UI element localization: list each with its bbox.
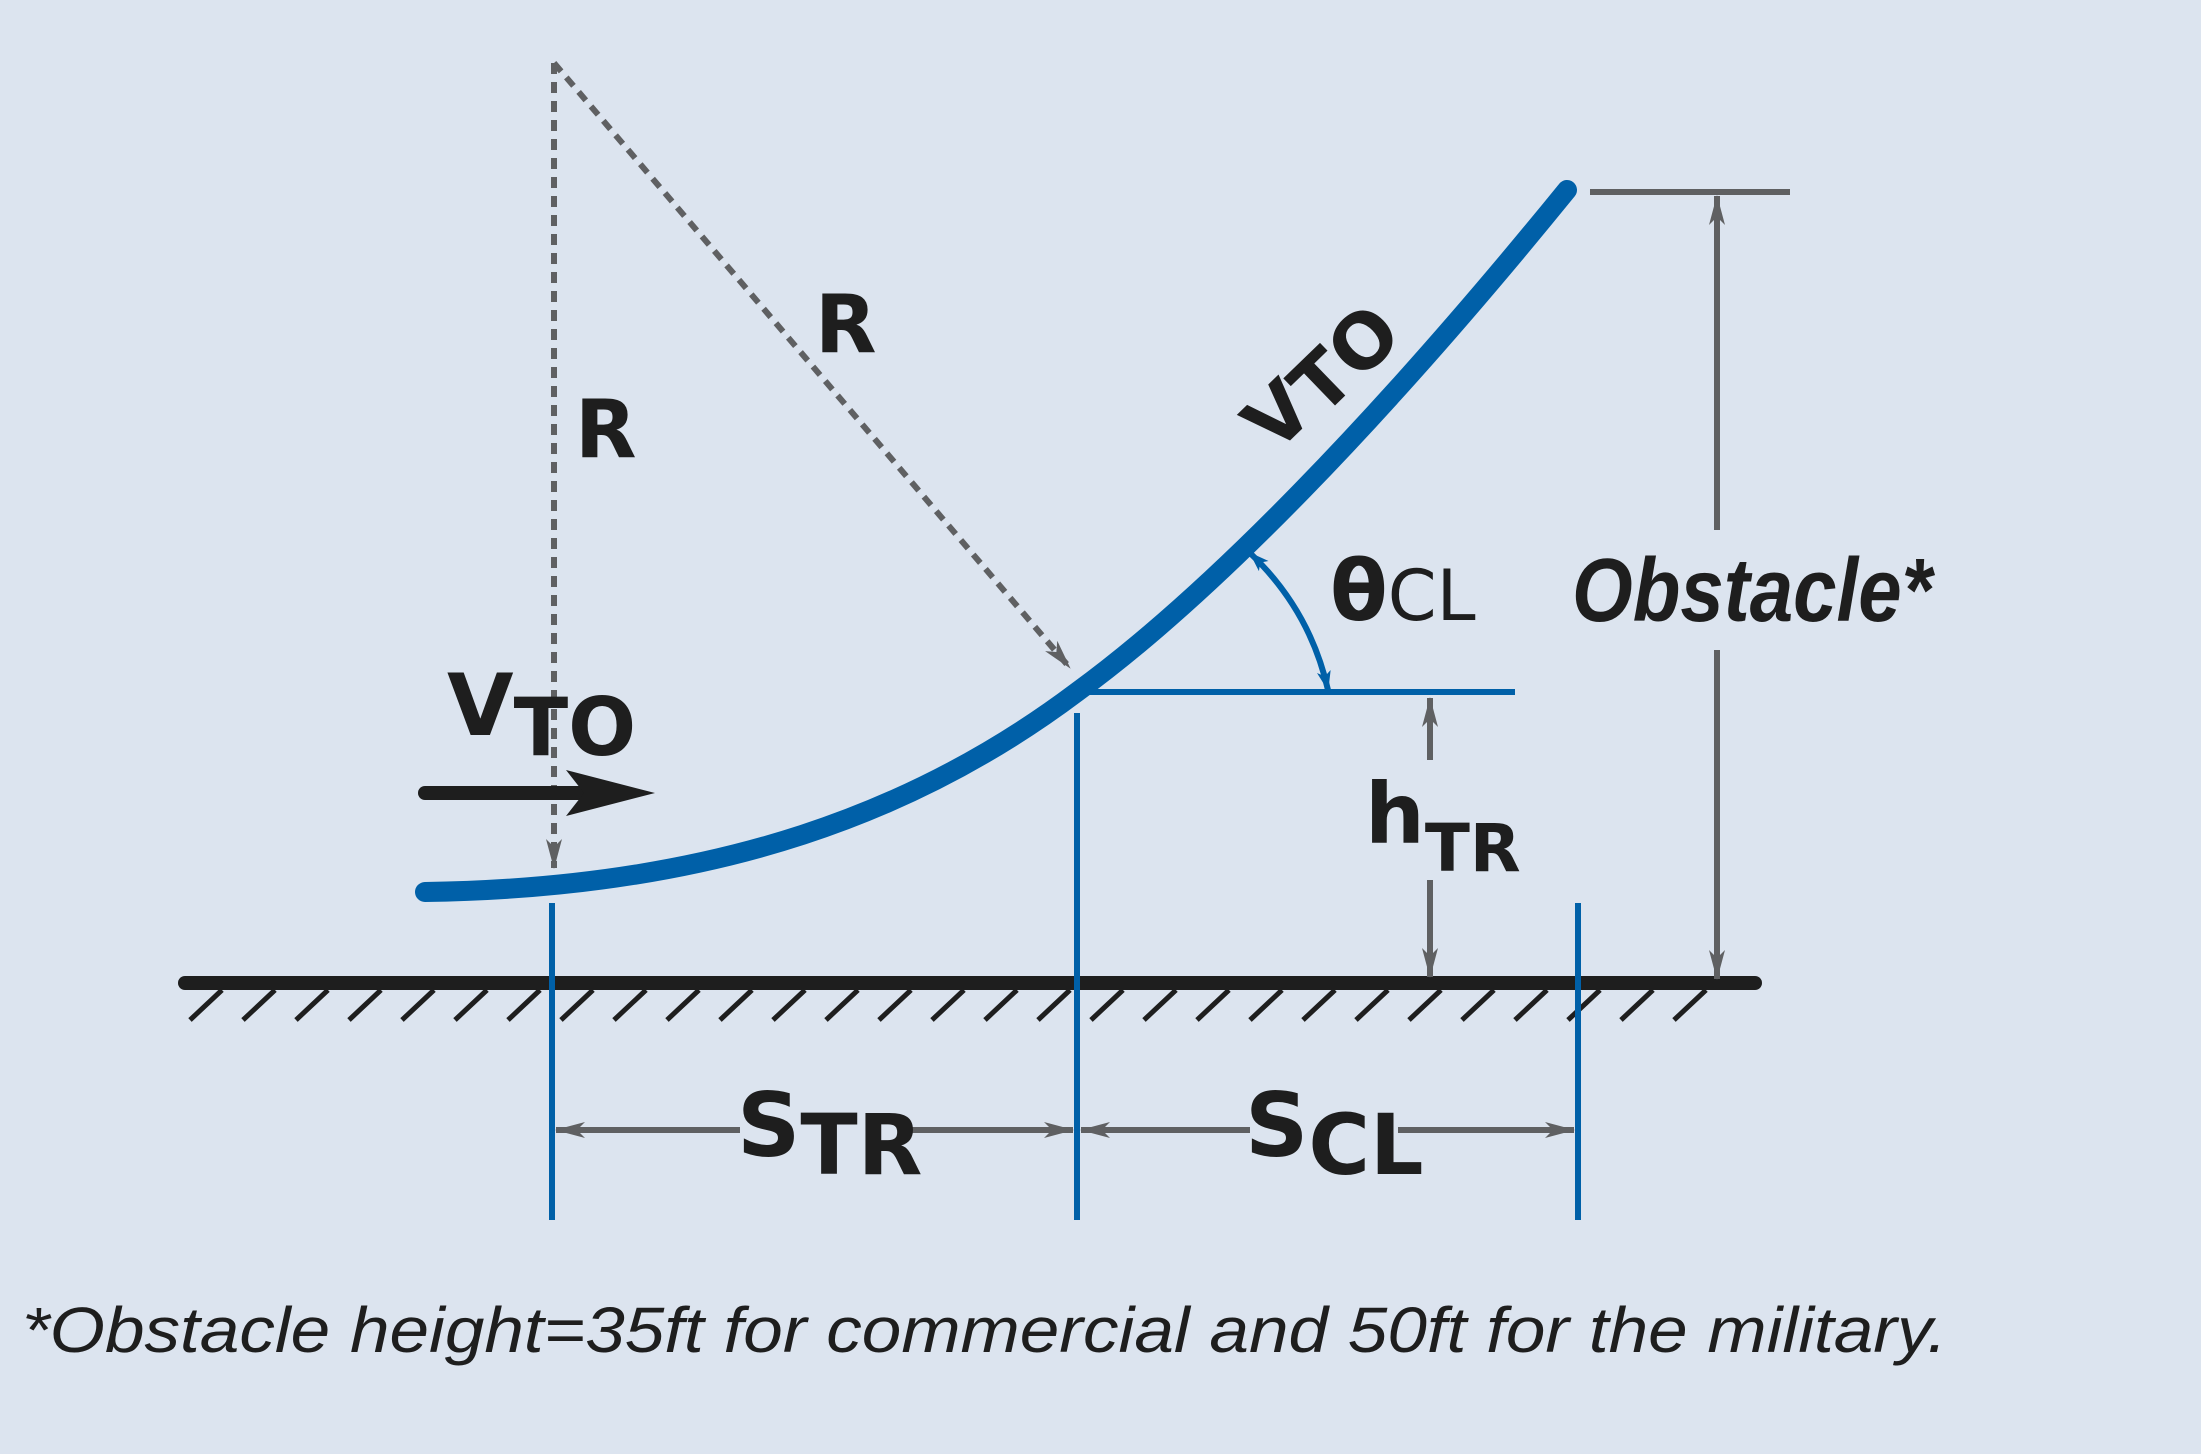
- climb-distance-label: SCL: [1245, 1074, 1424, 1194]
- climb-distance-label-sub: CL: [1308, 1096, 1423, 1194]
- climb-distance-label-main: S: [1245, 1074, 1308, 1177]
- ground: [178, 976, 1762, 1022]
- transition-height-label-sub: TR: [1425, 810, 1521, 887]
- climb-angle-label: θCL: [1330, 542, 1476, 640]
- velocity-label-ground-main: V: [447, 656, 514, 756]
- radius-label-diagonal: R: [815, 278, 877, 371]
- transition-distance-label-main: S: [737, 1074, 800, 1177]
- ground-hatching: [188, 988, 1708, 1022]
- obstacle-label: Obstacle*: [1572, 541, 1935, 641]
- transition-height-label: hTR: [1365, 765, 1521, 887]
- velocity-label-ground-sub: TO: [514, 681, 637, 774]
- velocity-arrow: [418, 770, 655, 816]
- transition-distance-label: STR: [737, 1074, 922, 1194]
- footnote: *Obstacle height=35ft for commercial and…: [22, 1294, 1947, 1366]
- velocity-label-ground: VTO: [447, 656, 636, 774]
- climb-angle-label-main: θ: [1330, 542, 1388, 640]
- transition-distance-label-sub: TR: [800, 1096, 922, 1194]
- transition-height-label-main: h: [1365, 765, 1425, 863]
- climb-angle-label-sub: CL: [1388, 555, 1476, 637]
- radius-label-vertical: R: [575, 383, 637, 476]
- flight-path: [415, 180, 1577, 902]
- climb-angle-arc: [1247, 550, 1331, 691]
